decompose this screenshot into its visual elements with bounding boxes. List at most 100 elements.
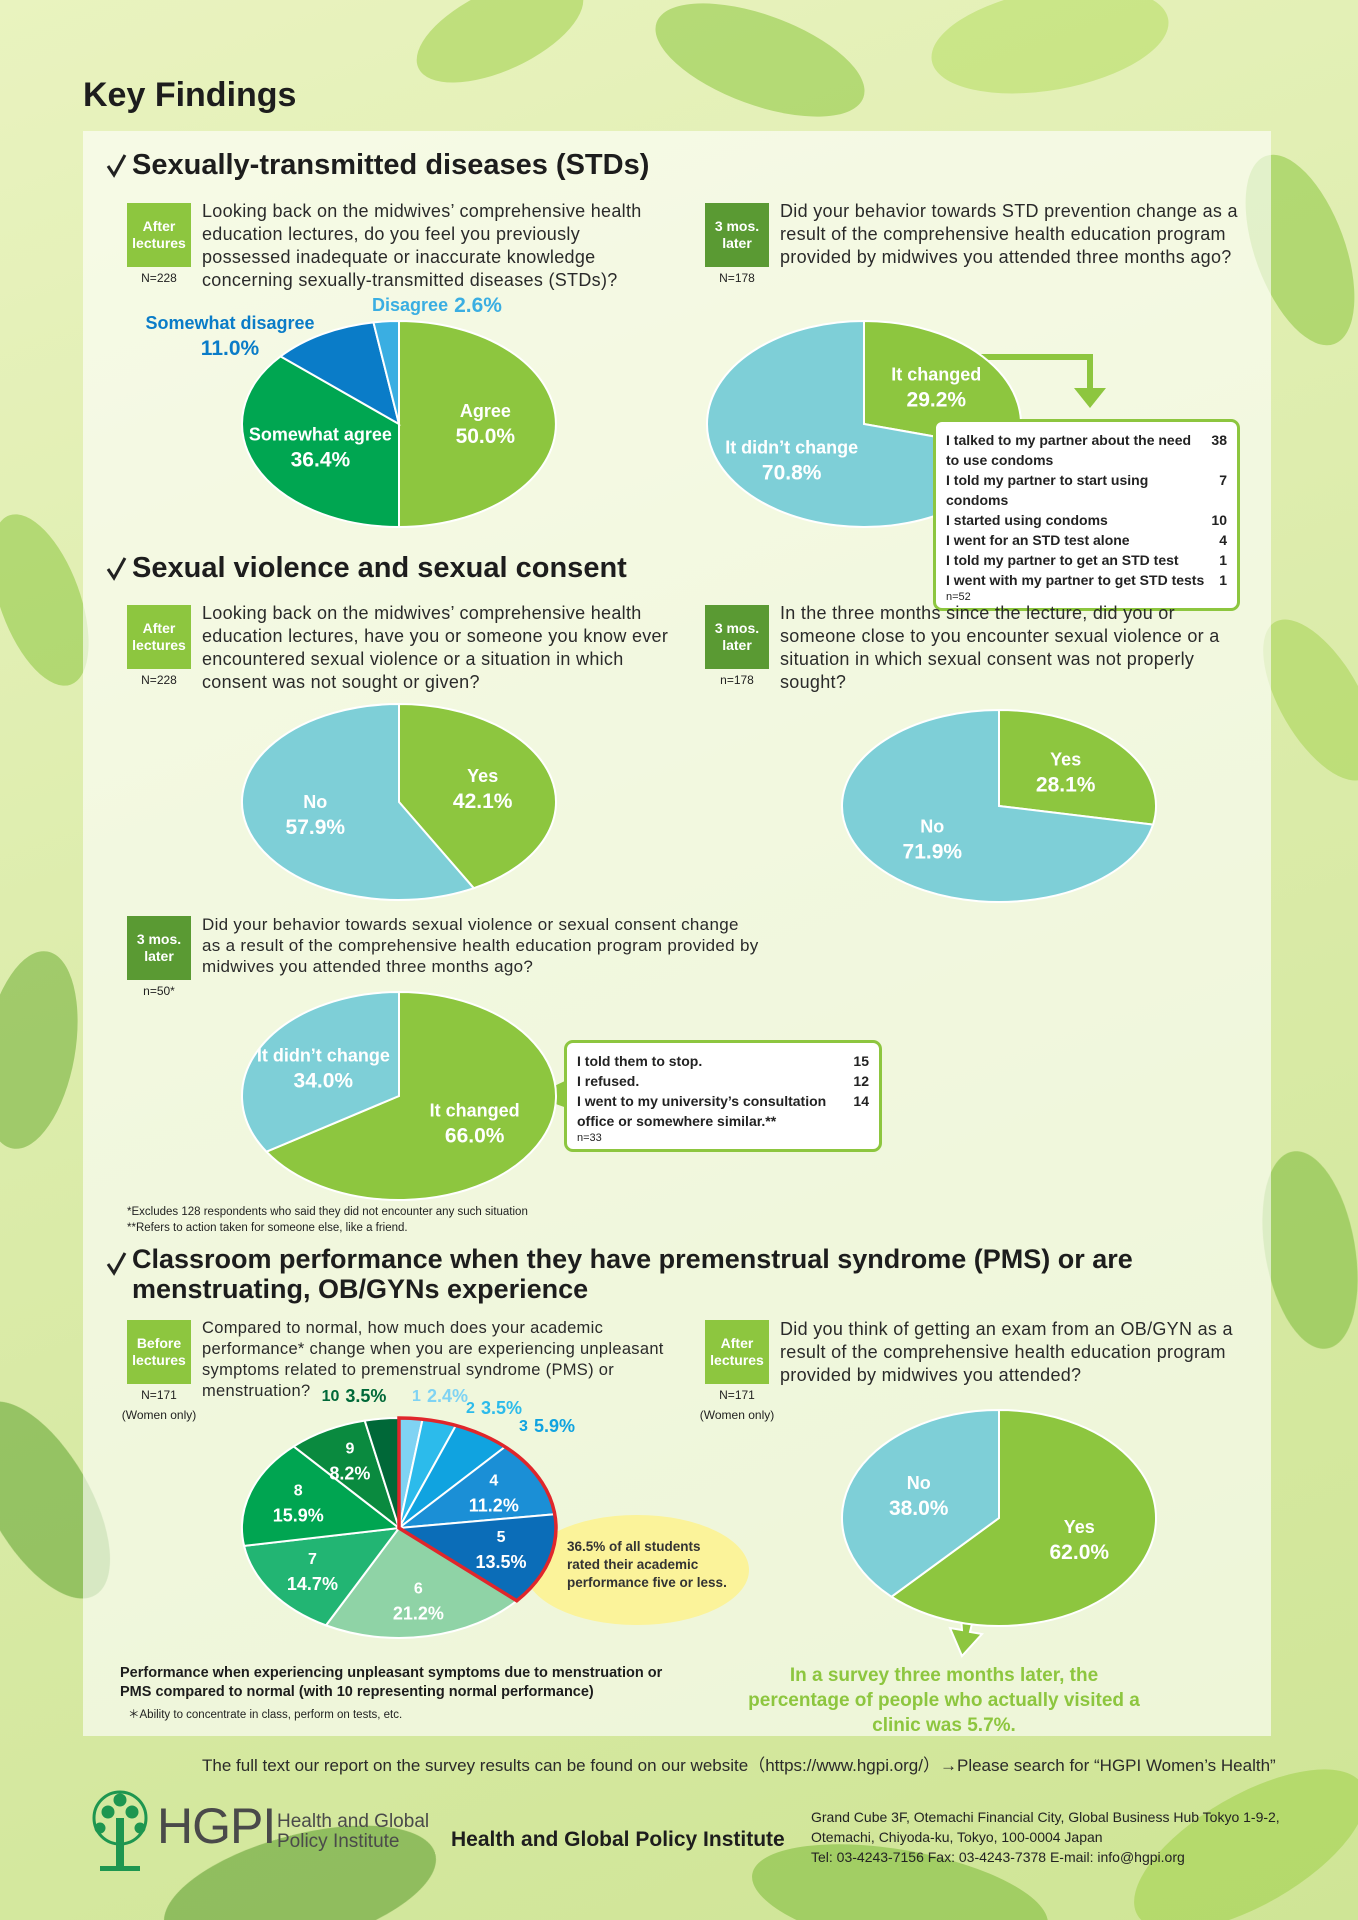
slice-value: 5.9%: [534, 1416, 575, 1436]
slice-value: 50.0%: [456, 425, 516, 448]
breakdown-label: I refused.: [577, 1073, 640, 1089]
slice-name: Somewhat disagree: [145, 313, 314, 333]
slice-label: Yes 42.1%: [453, 766, 513, 813]
slice-value: 36.4%: [291, 448, 351, 471]
slice-value: 34.0%: [294, 1069, 354, 1092]
slice-value: 28.1%: [1036, 773, 1096, 796]
pie-slice: [241, 702, 476, 901]
sample-size: n=178: [720, 673, 754, 687]
breakdown-count: 7: [1219, 472, 1227, 488]
slice-label: Somewhat agree 36.4%: [249, 424, 392, 471]
slice-label: Somewhat disagree 11.0%: [145, 313, 314, 360]
breakdown-n: n=33: [577, 1132, 602, 1144]
pie-slice: [398, 702, 557, 890]
page-title: Key Findings: [83, 76, 297, 114]
slice-value: 70.8%: [762, 461, 822, 484]
slice-label: Agree 50.0%: [456, 401, 516, 448]
website-note: The full text our report on the survey r…: [202, 1756, 1276, 1775]
pie-slice: [998, 708, 1157, 826]
annotation: 36.5% of all students rated their academ…: [567, 1539, 727, 1590]
breakdown-count: 1: [1219, 572, 1227, 588]
slice-value: 42.1%: [453, 789, 513, 812]
question: Compared to normal, how much does your a…: [202, 1319, 664, 1400]
slice-label: It changed 66.0%: [430, 1100, 520, 1147]
slice-value: 3.5%: [345, 1386, 386, 1406]
pie-slice: [398, 319, 557, 529]
breakdown-count: 10: [1211, 512, 1227, 528]
breakdown-label: I told my partner to start using condoms: [946, 472, 1149, 508]
slice-name: It changed: [430, 1100, 520, 1120]
pie-slice: [841, 1408, 1000, 1598]
pie-slice: [241, 355, 400, 529]
breakdown-count: 12: [853, 1073, 869, 1089]
slice-label: No 57.9%: [286, 792, 346, 839]
slice-name: It changed: [891, 364, 981, 384]
badge: 3 mos. later: [705, 203, 769, 267]
check-icon: [106, 154, 127, 178]
sample-note: (Women only): [121, 1408, 197, 1422]
address-line: Otemachi, Chiyoda-ku, Tokyo, 100-0004 Ja…: [811, 1829, 1103, 1845]
sample-size: N=171: [141, 1388, 177, 1402]
pie-slice: [241, 990, 400, 1153]
sample-size: N=178: [719, 271, 755, 285]
question: Did you think of getting an exam from an…: [780, 1319, 1233, 1385]
question: Looking back on the midwives’ comprehens…: [202, 201, 642, 290]
slice-value: 71.9%: [903, 840, 963, 863]
slice-label: No 71.9%: [903, 816, 963, 863]
sample-note: (Women only): [699, 1408, 775, 1422]
sample-size: n=50*: [143, 984, 175, 998]
pie-slice: [889, 1408, 1157, 1627]
slice-name: 7: [308, 1551, 317, 1568]
slice-label: No 38.0%: [889, 1473, 949, 1520]
slice-label: It didn’t change 70.8%: [725, 437, 858, 484]
slice-name: It didn’t change: [257, 1045, 390, 1065]
sample-size: N=228: [141, 271, 177, 285]
section-heading: Classroom performance when they have pre…: [132, 1244, 1133, 1304]
organization: Health and Global Policy Institute: [451, 1828, 785, 1851]
breakdown-row: I told my partner to get an STD test 1: [946, 550, 1227, 570]
address-line: Tel: 03-4243-7156 Fax: 03-4243-7378 E-ma…: [811, 1849, 1185, 1865]
slice-value: 62.0%: [1050, 1540, 1110, 1563]
breakdown-label: I told my partner to get an STD test: [946, 552, 1179, 568]
pie-slice: [264, 990, 557, 1201]
annotation: In a survey three months later, the perc…: [748, 1665, 1140, 1736]
breakdown-row: I talked to my partner about the need to…: [946, 430, 1227, 470]
logo-mark: HGPI: [157, 1798, 276, 1854]
slice-label: Disagree 2.6%: [372, 294, 502, 317]
annotation-bubble: [525, 1515, 749, 1625]
slice-label: 1 2.4%: [412, 1386, 468, 1406]
slice-name: No: [920, 816, 944, 836]
breakdown-label: I talked to my partner about the need to…: [946, 432, 1192, 468]
badge: 3 mos. later: [705, 605, 769, 669]
slice-label: It changed 29.2%: [891, 364, 981, 411]
slice-name: 3: [519, 1418, 528, 1435]
highlight-outline: [397, 1416, 558, 1603]
slice-value: 3.5%: [481, 1398, 522, 1418]
breakdown-box: I talked to my partner about the need to…: [933, 419, 1240, 611]
address-line: Grand Cube 3F, Otemachi Financial City, …: [811, 1809, 1280, 1825]
breakdown-row: I went with my partner to get STD tests 1: [946, 570, 1227, 590]
logo-name: Health and Global Policy Institute: [277, 1811, 430, 1852]
slice-name: No: [907, 1473, 931, 1493]
pie-slice: [324, 1526, 519, 1639]
slice-name: Yes: [1050, 749, 1081, 769]
section-heading: Sexually-transmitted diseases (STDs): [132, 149, 650, 181]
slice-value: 13.5%: [476, 1552, 527, 1572]
slice-label: 4 11.2%: [469, 1473, 519, 1516]
slice-label: 2 3.5%: [466, 1398, 522, 1418]
section-heading: Sexual violence and sexual consent: [132, 552, 627, 584]
slice-label: 5 13.5%: [476, 1529, 527, 1572]
breakdown-label: I went for an STD test alone: [946, 532, 1130, 548]
slice-value: 11.2%: [469, 1495, 519, 1515]
slice-value: 66.0%: [445, 1124, 505, 1147]
breakdown-row: I went for an STD test alone 4: [946, 530, 1227, 550]
slice-label: Yes 28.1%: [1036, 749, 1096, 796]
breakdown-label: I started using condoms: [946, 512, 1108, 528]
callout-arrowhead: [1074, 388, 1106, 408]
badge: After lectures: [127, 203, 191, 267]
breakdown-box: I told them to stop. 15 I refused. 12 I went…: [564, 1040, 882, 1152]
breakdown-count: 14: [853, 1093, 869, 1109]
footnote: *Excludes 128 respondents who said they …: [127, 1206, 528, 1218]
